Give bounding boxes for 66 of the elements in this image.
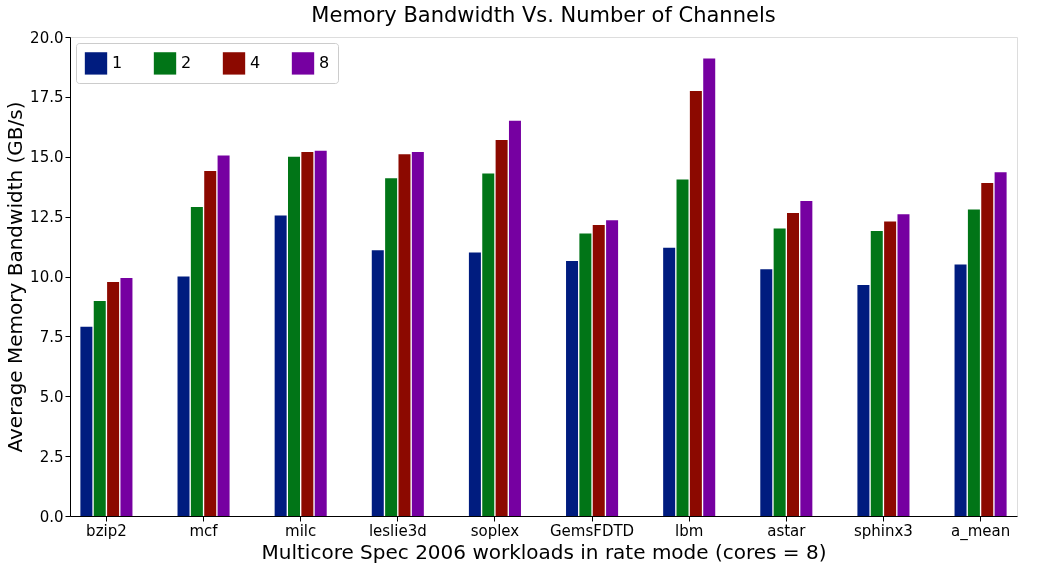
bar (787, 213, 799, 516)
x-tick-label: milc (285, 521, 317, 540)
bar (606, 220, 619, 516)
bar (857, 284, 870, 516)
bar (288, 156, 300, 516)
bar (897, 214, 910, 516)
bar (301, 151, 314, 516)
bar (870, 231, 883, 516)
y-tick-label: 12.5 (30, 208, 64, 227)
x-axis-title: Multicore Spec 2006 workloads in rate mode (cores = 8) (261, 539, 827, 564)
x-tick-label: sphinx3 (853, 521, 913, 540)
y-tick-label: 10.0 (30, 268, 64, 286)
bar (592, 225, 605, 516)
bar (884, 221, 897, 516)
bar (468, 252, 481, 516)
x-tick-label: mcf (189, 521, 219, 540)
bar (371, 250, 384, 516)
bar (190, 207, 203, 516)
bar (703, 58, 716, 516)
y-tick-label: 2.5 (39, 447, 64, 466)
y-tick-label: 20.0 (30, 28, 64, 47)
bar (981, 183, 994, 516)
bar (120, 277, 133, 516)
y-tick-label: 5.0 (39, 387, 64, 406)
y-tick-label: 15.0 (30, 148, 64, 167)
x-tick-label: bzip2 (86, 521, 127, 540)
x-tick-label: soplex (470, 521, 520, 540)
chart-title: Memory Bandwidth Vs. Number of Channels (311, 3, 776, 27)
bar (314, 150, 327, 516)
bar (773, 228, 786, 516)
legend-label: 1 (112, 53, 123, 73)
bar (994, 172, 1007, 516)
bar (566, 260, 579, 516)
legend-label: 2 (181, 53, 192, 73)
y-tick-label: 0.0 (39, 507, 64, 526)
bar (800, 201, 813, 516)
bar (760, 269, 773, 516)
bar (93, 300, 106, 516)
bar (967, 209, 980, 516)
x-tick-label: a_mean (950, 521, 1011, 541)
y-tick-label: 17.5 (30, 88, 64, 107)
bar (204, 171, 217, 516)
x-tick-label: GemsFDTD (549, 521, 635, 540)
bar (274, 215, 287, 516)
bar (411, 151, 424, 516)
bar (177, 276, 190, 516)
x-tick-label: leslie3d (368, 521, 427, 540)
legend-label: 4 (250, 53, 261, 73)
bar (80, 326, 93, 516)
bar (579, 233, 592, 516)
bar (689, 90, 702, 516)
bar (398, 154, 411, 516)
bar (954, 264, 967, 516)
y-tick-label: 7.5 (39, 327, 64, 346)
x-tick-label: astar (767, 521, 807, 540)
bar (217, 155, 230, 516)
x-tick-label: lbm (675, 521, 704, 540)
bar (495, 139, 508, 516)
bar (676, 179, 689, 516)
bar (385, 178, 398, 516)
bar (508, 120, 521, 516)
bar (663, 247, 676, 516)
legend-label: 8 (319, 53, 330, 73)
bar (482, 173, 495, 516)
y-axis-title: Average Memory Bandwidth (GB/s) (3, 101, 28, 453)
bar (107, 282, 120, 516)
